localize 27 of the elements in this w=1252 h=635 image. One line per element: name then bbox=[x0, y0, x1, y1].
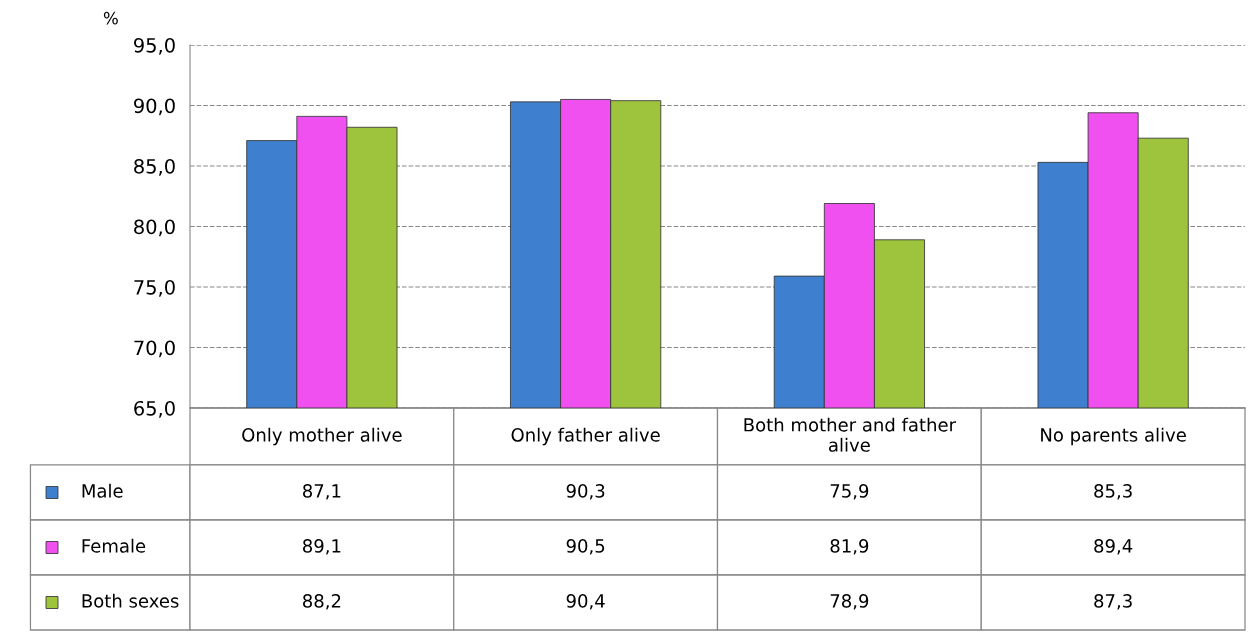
data-label: 89,1 bbox=[303, 539, 341, 555]
x-tick-label: Only mother alive bbox=[242, 427, 402, 446]
y-tick-label: 90,0 bbox=[134, 98, 175, 116]
data-label: 88,2 bbox=[303, 594, 341, 610]
x-tick-label: Both mother and father alive bbox=[744, 417, 957, 452]
data-label: 81,9 bbox=[830, 539, 869, 555]
data-label: 89,4 bbox=[1094, 539, 1133, 555]
data-label: 90,5 bbox=[566, 539, 605, 555]
y-tick-label: 65,0 bbox=[134, 400, 175, 418]
data-label: 75,9 bbox=[830, 484, 869, 500]
x-tick-label: No parents alive bbox=[1041, 427, 1186, 446]
y-tick-label: 80,0 bbox=[134, 219, 175, 237]
legend-label: Female bbox=[82, 538, 146, 553]
y-tick-label: 95,0 bbox=[134, 37, 175, 55]
legend-label: Male bbox=[82, 483, 123, 498]
y-tick-label: 85,0 bbox=[134, 158, 175, 176]
y-axis-title: % bbox=[103, 11, 118, 25]
x-tick-label: Only father alive bbox=[511, 427, 660, 446]
data-label: 85,3 bbox=[1094, 484, 1132, 500]
data-label: 87,1 bbox=[303, 484, 341, 500]
legend-label: Both sexes bbox=[82, 593, 179, 608]
data-label: 90,4 bbox=[566, 594, 605, 610]
data-label: 90,3 bbox=[566, 484, 605, 500]
y-tick-label: 75,0 bbox=[134, 279, 175, 297]
data-label: 87,3 bbox=[1094, 594, 1132, 610]
data-label: 78,9 bbox=[830, 594, 869, 610]
y-tick-label: 70,0 bbox=[134, 340, 175, 358]
